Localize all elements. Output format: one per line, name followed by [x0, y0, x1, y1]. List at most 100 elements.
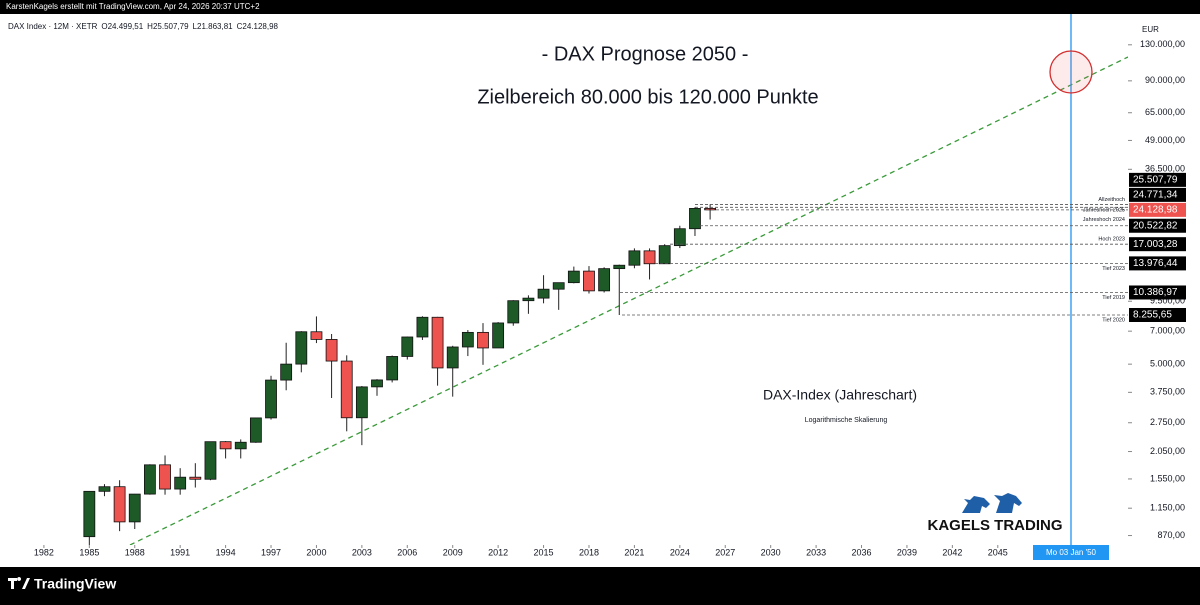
x-tick-label: 2027 — [715, 547, 735, 557]
x-tick-label: 2033 — [806, 547, 826, 557]
y-tick-label: 2.050,00 — [1150, 446, 1185, 456]
candle-body — [295, 331, 308, 365]
x-tick-label: 1985 — [79, 547, 99, 557]
x-tick-label: 2021 — [624, 547, 644, 557]
symbol: DAX Index · 12M · XETR — [8, 22, 98, 31]
header-text: KarstenKagels erstellt mit TradingView.c… — [6, 2, 260, 11]
y-tick-label: 1.150,00 — [1150, 503, 1185, 513]
candle-body — [477, 331, 489, 349]
candle-body — [658, 245, 671, 265]
level-label: 20.522,82 — [1133, 220, 1178, 231]
level-note: Tief 2019 — [1102, 295, 1125, 301]
y-tick-label: 36.500,00 — [1145, 164, 1185, 174]
level-note: Tief 2020 — [1102, 317, 1125, 323]
footer-brand: TradingView — [34, 576, 116, 592]
level-note: Hoch 2023 — [1098, 237, 1125, 243]
y-tick-label: 2.750,00 — [1150, 417, 1185, 427]
level-label: 13.976,44 — [1133, 258, 1178, 269]
header-bar — [0, 0, 1200, 14]
candle-body — [507, 300, 520, 324]
chart-title: - DAX Prognose 2050 - — [542, 43, 749, 65]
candle-body — [249, 417, 262, 443]
candle-body — [673, 228, 686, 247]
bear-icon — [994, 493, 1022, 513]
level-box — [1129, 202, 1186, 217]
candle-body — [265, 379, 277, 419]
x-tick-label: 1994 — [216, 547, 236, 557]
x-tick-label: 2024 — [670, 547, 690, 557]
candle-body — [371, 379, 383, 388]
candle-body — [159, 464, 171, 490]
level-box — [1129, 218, 1186, 233]
level-note: Allzeithoch — [1098, 197, 1125, 203]
x-tick-label: 2018 — [579, 547, 599, 557]
annotation: DAX-Index (Jahreschart) — [763, 387, 917, 403]
brand-text: KAGELS TRADING — [928, 517, 1063, 534]
y-tick-label: 9.500,00 — [1150, 296, 1185, 306]
candle-body — [416, 316, 429, 338]
x-tick-label: 2036 — [852, 547, 872, 557]
candle-body — [461, 331, 474, 348]
candle-body — [431, 316, 444, 369]
chart-subtitle: Zielbereich 80.000 bis 120.000 Punkte — [477, 86, 818, 108]
x-tick-label: 2045 — [988, 547, 1008, 557]
cursor-label: Mo 03 Jan '50 — [1046, 548, 1097, 557]
candle-body — [143, 464, 156, 495]
grid-layer: 870,00 1.150,00 1.550,00 2.050,00 2.750,00 3.… — [1128, 39, 1185, 540]
x-tick-label: 2012 — [488, 547, 508, 557]
candle-body — [643, 250, 656, 265]
candle-body — [189, 476, 202, 480]
candles — [83, 204, 717, 545]
y-tick-label: 5.000,00 — [1150, 359, 1185, 369]
level-label: 10.386,97 — [1133, 287, 1178, 298]
level-box — [1129, 172, 1186, 187]
x-tick-label: 1991 — [170, 547, 190, 557]
level-box — [1129, 285, 1186, 300]
candle-body — [280, 363, 293, 381]
bull-icon — [962, 496, 990, 513]
y-tick-label: 1.550,00 — [1150, 473, 1185, 483]
level-label: 8.255,65 — [1133, 310, 1172, 321]
level-label: 25.507,79 — [1133, 175, 1178, 186]
candle-body — [522, 297, 535, 302]
footer-bar — [0, 567, 1200, 605]
level-box — [1129, 237, 1186, 252]
candle-body — [219, 441, 232, 450]
candle-body — [113, 486, 126, 523]
level-note: Jahreshoch 2024 — [1083, 217, 1125, 223]
x-tick-label: 2006 — [397, 547, 417, 557]
level-box — [1129, 256, 1186, 271]
candle-body — [537, 288, 550, 299]
level-note: Tief 2023 — [1102, 266, 1125, 272]
level-label: 17.003,28 — [1133, 239, 1178, 250]
x-tick-label: 2030 — [761, 547, 781, 557]
x-tick-label: 2000 — [306, 547, 326, 557]
candle-body — [204, 441, 217, 480]
y-tick-label: 90.000,00 — [1145, 75, 1185, 85]
time-axis: 1982 1985 1988 1991 1994 1997 2000 2003 2006 2009… — [34, 545, 1008, 557]
y-tick-label: 49.000,00 — [1145, 135, 1185, 145]
brand-logo: KAGELS TRADING — [928, 493, 1063, 534]
candle-body — [613, 264, 626, 270]
candle-body — [83, 490, 96, 538]
candle-body — [234, 441, 247, 450]
candle-body — [174, 476, 187, 490]
symbol-legend: DAX Index · 12M · XETR O24.499,51 H25.507,… — [8, 22, 279, 31]
candle-body — [386, 356, 399, 381]
candle-body — [340, 360, 353, 419]
candle-body — [355, 386, 368, 419]
candle-body — [492, 322, 505, 349]
candle-body — [552, 282, 565, 290]
ohlc-value: C24.128,98 — [237, 22, 279, 31]
annotation: Logarithmische Skalierung — [805, 417, 888, 424]
currency: EUR — [1142, 25, 1159, 34]
price-levels: Allzeithoch 25.507,79 Jahreshoch 2025 24.77… — [620, 172, 1186, 323]
x-tick-label: 2042 — [942, 547, 962, 557]
level-note: Jahreshoch 2025 — [1083, 208, 1125, 214]
candle-body — [446, 346, 459, 369]
candle-body — [704, 207, 717, 211]
level-box — [1129, 307, 1186, 322]
candle-body — [98, 486, 111, 492]
candle-body — [128, 493, 141, 523]
candle-body — [567, 270, 580, 284]
